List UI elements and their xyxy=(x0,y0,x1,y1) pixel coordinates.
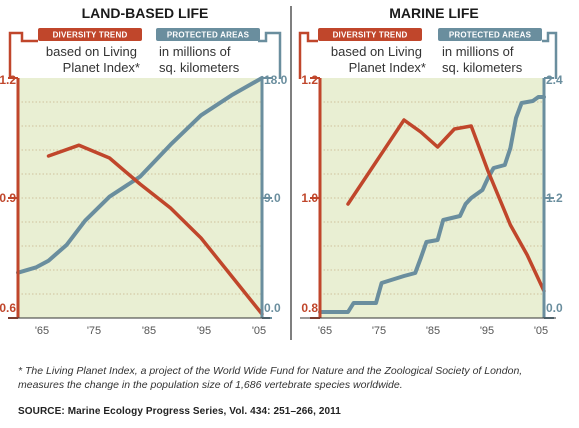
diversity-desc-line1: based on Living xyxy=(46,44,137,59)
right-axis-tick: 2.4 xyxy=(546,73,563,87)
x-tick-label: '85 xyxy=(142,325,156,337)
left-axis-tick: 0.6 xyxy=(0,301,16,315)
diversity-desc-line2: Planet Index* xyxy=(349,60,426,75)
protected-desc-line1: in millions of xyxy=(442,44,514,59)
protected-desc-line1: in millions of xyxy=(159,44,231,59)
diversity-desc-line1: based on Living xyxy=(331,44,422,59)
right-axis-tick: 0.0 xyxy=(546,301,563,315)
diversity-trend-line xyxy=(346,118,546,293)
right-axis-tick: 18.0 xyxy=(264,73,288,87)
left-axis-tick: 1.2 xyxy=(301,73,318,87)
left-axis-tick: 0.8 xyxy=(301,301,318,315)
left-axis-tick: 0.9 xyxy=(0,191,16,205)
protected-badge xyxy=(156,28,260,41)
left-axis-bracket xyxy=(298,31,318,79)
x-tick-label: '65 xyxy=(318,325,332,337)
diversity-desc-line2: Planet Index* xyxy=(63,60,140,75)
protected-badge xyxy=(438,28,542,41)
x-tick-label: '75 xyxy=(372,325,386,337)
right-axis-tick: 0.0 xyxy=(264,301,281,315)
protected-areas-line xyxy=(16,76,264,275)
panel-title: LAND-BASED LIFE xyxy=(82,5,209,21)
x-tick-label: '05 xyxy=(252,325,266,337)
source-line: SOURCE: Marine Ecology Progress Series, … xyxy=(18,406,341,417)
diversity-badge-label: DIVERSITY TREND xyxy=(53,31,128,40)
diversity-trend-line xyxy=(46,143,264,316)
footnote: * The Living Planet Index, a project of … xyxy=(18,365,523,391)
protected-desc-line2: sq. kilometers xyxy=(159,60,240,75)
diversity-badge xyxy=(318,28,422,41)
protected-areas-line xyxy=(318,95,546,314)
right-axis-bracket xyxy=(258,31,282,79)
right-axis-bracket xyxy=(542,31,558,79)
land-based-panel: LAND-BASED LIFE DIVERSITY TREND based on… xyxy=(0,5,288,337)
left-axis-tick: 1.0 xyxy=(301,191,318,205)
protected-badge-label: PROTECTED AREAS xyxy=(167,31,250,40)
left-axis-tick: 1.2 xyxy=(0,73,16,87)
left-axis-bracket xyxy=(8,31,38,79)
panel-title: MARINE LIFE xyxy=(389,5,478,21)
diversity-badge-label: DIVERSITY TREND xyxy=(333,31,408,40)
x-tick-label: '95 xyxy=(197,325,211,337)
x-tick-label: '05 xyxy=(534,325,548,337)
x-tick-label: '95 xyxy=(480,325,494,337)
right-axis-tick: 1.2 xyxy=(546,191,563,205)
diversity-badge xyxy=(38,28,142,41)
protected-desc-line2: sq. kilometers xyxy=(442,60,523,75)
right-axis-tick: 9.0 xyxy=(264,191,281,205)
figure: LAND-BASED LIFE DIVERSITY TREND based on… xyxy=(0,5,563,340)
x-tick-label: '65 xyxy=(35,325,49,337)
marine-panel: MARINE LIFE DIVERSITY TREND based on Liv… xyxy=(298,5,563,337)
x-tick-label: '85 xyxy=(426,325,440,337)
x-tick-label: '75 xyxy=(87,325,101,337)
protected-badge-label: PROTECTED AREAS xyxy=(449,31,532,40)
